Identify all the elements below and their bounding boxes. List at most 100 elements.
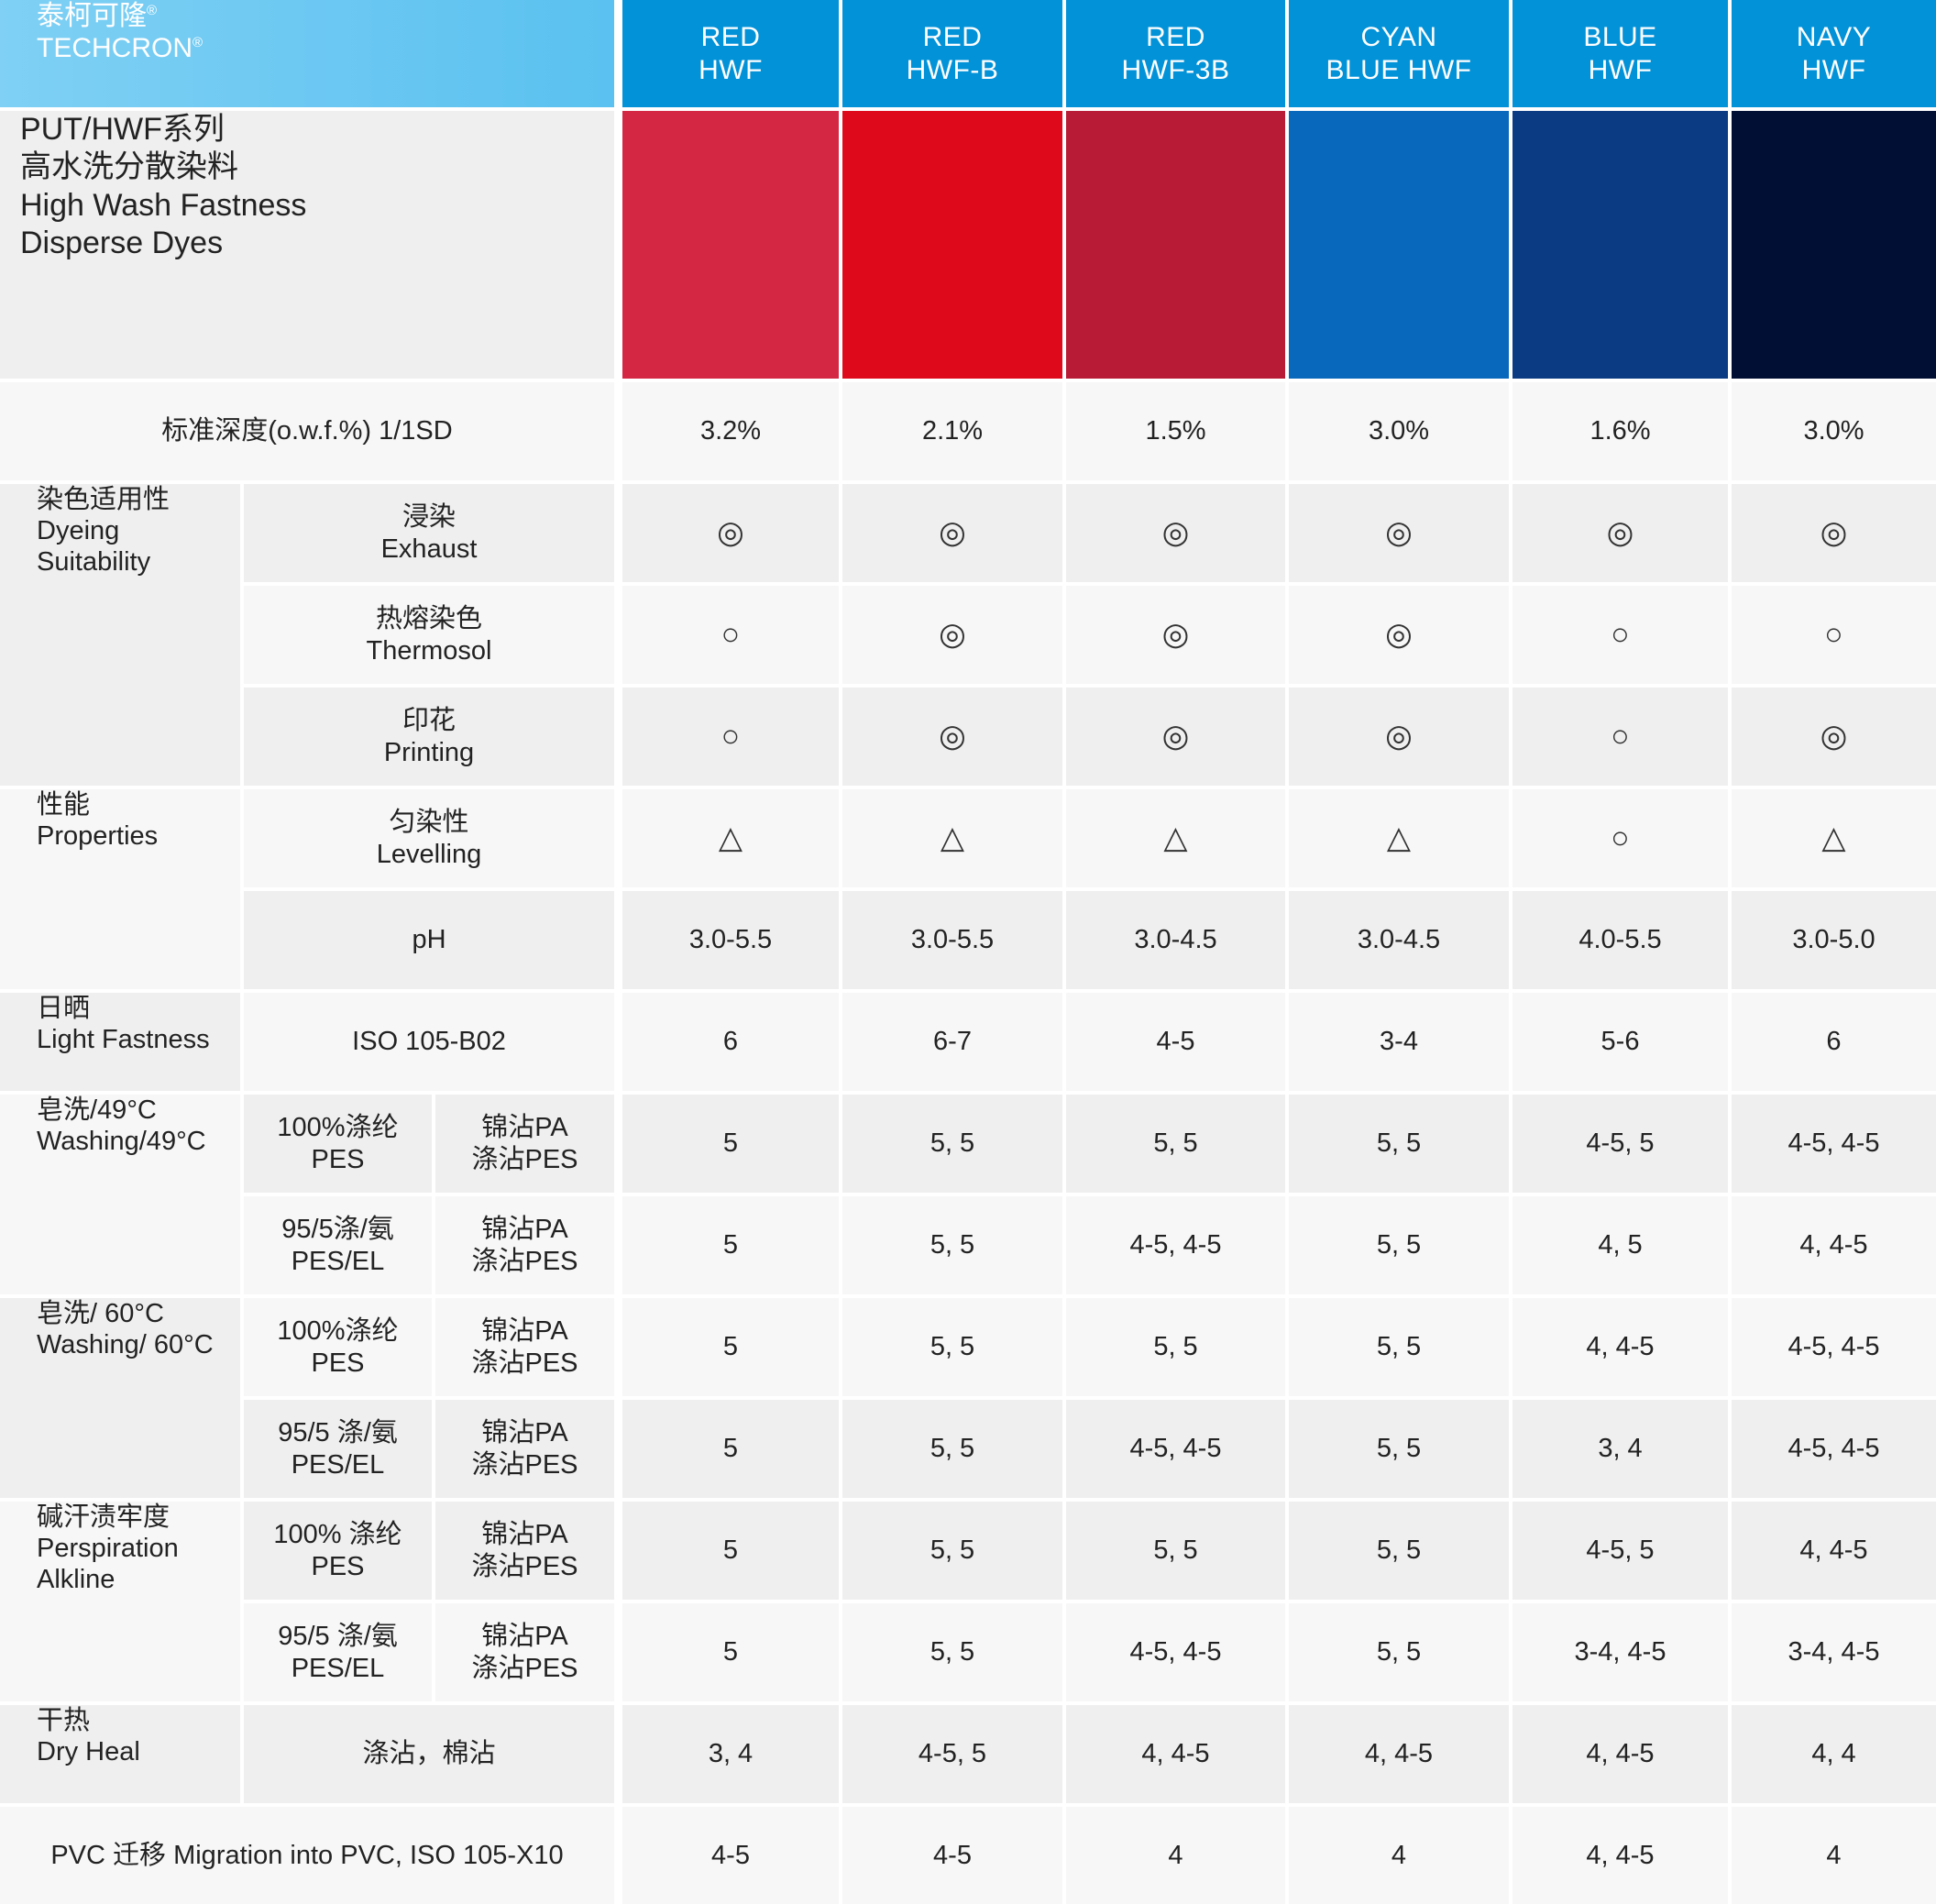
perspiration-label-en2: Alkline xyxy=(37,1565,116,1595)
dryheat-sub: 涤沾，棉沾 xyxy=(244,1705,614,1803)
wash49-pes-value: 5, 5 xyxy=(1066,1095,1285,1193)
staining-stain2: 涤沾PES xyxy=(471,1348,578,1378)
depth-value: 3.0% xyxy=(1732,382,1936,480)
product-title: PUT/HWF系列 高水洗分散染料 High Wash Fastness Dis… xyxy=(0,111,614,379)
light-fastness-value: 5-6 xyxy=(1512,993,1728,1091)
wash49-pesel-value: 4, 5 xyxy=(1512,1196,1728,1294)
wash60-pesel-value: 4-5, 4-5 xyxy=(1066,1400,1285,1498)
dryheat-value: 3, 4 xyxy=(622,1705,839,1803)
staining-stain2: 涤沾PES xyxy=(471,1246,578,1276)
column-header-line1: RED xyxy=(1146,22,1205,53)
substrate-sub-en: PES/EL xyxy=(291,1449,385,1480)
depth-value: 2.1% xyxy=(842,382,1062,480)
wash49-pes-value: 4-5, 5 xyxy=(1512,1095,1728,1193)
levelling-rating: ○ xyxy=(1512,789,1728,887)
column-header-line2: HWF xyxy=(1588,54,1653,85)
perspiration-pes-value: 4, 4-5 xyxy=(1732,1502,1936,1600)
wash60-pes-value: 4, 4-5 xyxy=(1512,1298,1728,1396)
wash60-label-en: Washing/ 60°C xyxy=(37,1330,214,1360)
perspiration-staining-1: 锦沾PA 涤沾PES xyxy=(435,1502,614,1600)
substrate-sub-en: PES xyxy=(311,1144,365,1174)
wash60-label-cn: 皂洗/ 60°C xyxy=(37,1299,164,1328)
perspiration-pes-value: 4-5, 5 xyxy=(1512,1502,1728,1600)
light-label-en: Light Fastness xyxy=(37,1025,210,1055)
thermosol-rating: ○ xyxy=(622,586,839,684)
dryheat-value: 4, 4-5 xyxy=(1512,1705,1728,1803)
column-header-line1: RED xyxy=(700,22,761,53)
perspiration-substrate-2: 95/5 涤/氨 PES/EL xyxy=(244,1603,432,1701)
exhaust-rating: ◎ xyxy=(1732,484,1936,582)
exhaust-rating: ◎ xyxy=(1066,484,1285,582)
levelling-rating: △ xyxy=(622,789,839,887)
perspiration-pesel-value: 3-4, 4-5 xyxy=(1732,1603,1936,1701)
dyeing-label-en2: Suitability xyxy=(37,547,151,578)
wash60-staining-1: 锦沾PA 涤沾PES xyxy=(435,1298,614,1396)
column-header-line2: HWF-B xyxy=(906,54,999,85)
ph-value: 3.0-4.5 xyxy=(1289,891,1509,989)
substrate-sub-en: PES xyxy=(311,1551,365,1581)
column-header-line2: HWF xyxy=(698,54,763,85)
wash49-staining-2: 锦沾PA 涤沾PES xyxy=(435,1196,614,1294)
wash49-substrate-1: 100%涤纶 PES xyxy=(244,1095,432,1193)
printing-label: 印花 Printing xyxy=(244,688,614,786)
wash49-pesel-value: 5, 5 xyxy=(842,1196,1062,1294)
dryheat-value: 4, 4 xyxy=(1732,1705,1936,1803)
properties-label-en: Properties xyxy=(37,821,159,852)
properties-label-cn: 性能 xyxy=(37,790,91,820)
substrate-sub-en: PES/EL xyxy=(291,1653,385,1683)
wash49-pesel-value: 5 xyxy=(622,1196,839,1294)
color-swatch-1 xyxy=(622,111,839,379)
substrate-sub-cn: 100%涤纶 xyxy=(277,1316,399,1347)
light-standard: ISO 105-B02 xyxy=(244,993,614,1091)
perspiration-substrate-1: 100% 涤纶 PES xyxy=(244,1502,432,1600)
wash49-pes-value: 5 xyxy=(622,1095,839,1193)
perspiration-label-cn: 碱汗渍牢度 xyxy=(37,1502,170,1532)
color-swatch-5 xyxy=(1512,111,1728,379)
column-header-line2: HWF xyxy=(1801,54,1866,85)
wash60-pes-value: 5, 5 xyxy=(1289,1298,1509,1396)
wash60-pes-value: 5, 5 xyxy=(842,1298,1062,1396)
exhaust-en: Exhaust xyxy=(380,534,478,564)
depth-value: 1.5% xyxy=(1066,382,1285,480)
color-swatch-4 xyxy=(1289,111,1509,379)
light-fastness-value: 3-4 xyxy=(1289,993,1509,1091)
wash49-staining-1: 锦沾PA 涤沾PES xyxy=(435,1095,614,1193)
wash60-substrate-2: 95/5 涤/氨 PES/EL xyxy=(244,1400,432,1498)
column-header-line1: NAVY xyxy=(1796,22,1872,53)
column-header-line2: HWF-3B xyxy=(1121,54,1230,85)
wash60-pes-value: 4-5, 4-5 xyxy=(1732,1298,1936,1396)
printing-rating: ○ xyxy=(1512,688,1728,786)
wash60-pesel-value: 3, 4 xyxy=(1512,1400,1728,1498)
title-line-3: High Wash Fastness xyxy=(20,187,307,223)
wash49-pes-value: 4-5, 4-5 xyxy=(1732,1095,1936,1193)
printing-rating: ○ xyxy=(622,688,839,786)
exhaust-cn: 浸染 xyxy=(402,502,456,533)
thermosol-label: 热熔染色 Thermosol xyxy=(244,586,614,684)
depth-value: 1.6% xyxy=(1512,382,1728,480)
substrate-sub-cn: 100%涤纶 xyxy=(277,1113,399,1143)
wash49-pes-value: 5, 5 xyxy=(1289,1095,1509,1193)
perspiration-label-en1: Perspiration xyxy=(37,1534,179,1564)
levelling-cn: 匀染性 xyxy=(389,808,469,838)
brand-header: 泰柯可隆® TECHCRON® xyxy=(0,0,614,107)
thermosol-rating: ○ xyxy=(1732,586,1936,684)
thermosol-rating: ◎ xyxy=(842,586,1062,684)
dryheat-label-en: Dry Heal xyxy=(37,1737,140,1767)
staining-stain1: 锦沾PA xyxy=(481,1622,568,1652)
printing-en: Printing xyxy=(383,737,475,767)
title-line-4: Disperse Dyes xyxy=(20,226,224,261)
printing-rating: ◎ xyxy=(842,688,1062,786)
dyeing-label-en1: Dyeing xyxy=(37,516,120,546)
column-header-5: BLUE HWF xyxy=(1512,0,1728,107)
wash60-substrate-1: 100%涤纶 PES xyxy=(244,1298,432,1396)
pvc-value: 4 xyxy=(1066,1807,1285,1904)
column-header-line2: BLUE HWF xyxy=(1326,54,1472,85)
color-swatch-2 xyxy=(842,111,1062,379)
perspiration-pes-value: 5, 5 xyxy=(842,1502,1062,1600)
ph-value: 3.0-4.5 xyxy=(1066,891,1285,989)
substrate-sub-cn: 95/5 涤/氨 xyxy=(278,1622,398,1652)
properties-group-label: 性能 Properties xyxy=(0,789,240,989)
ph-value: 3.0-5.5 xyxy=(842,891,1062,989)
staining-stain1: 锦沾PA xyxy=(481,1215,568,1245)
printing-cn: 印花 xyxy=(402,706,456,736)
